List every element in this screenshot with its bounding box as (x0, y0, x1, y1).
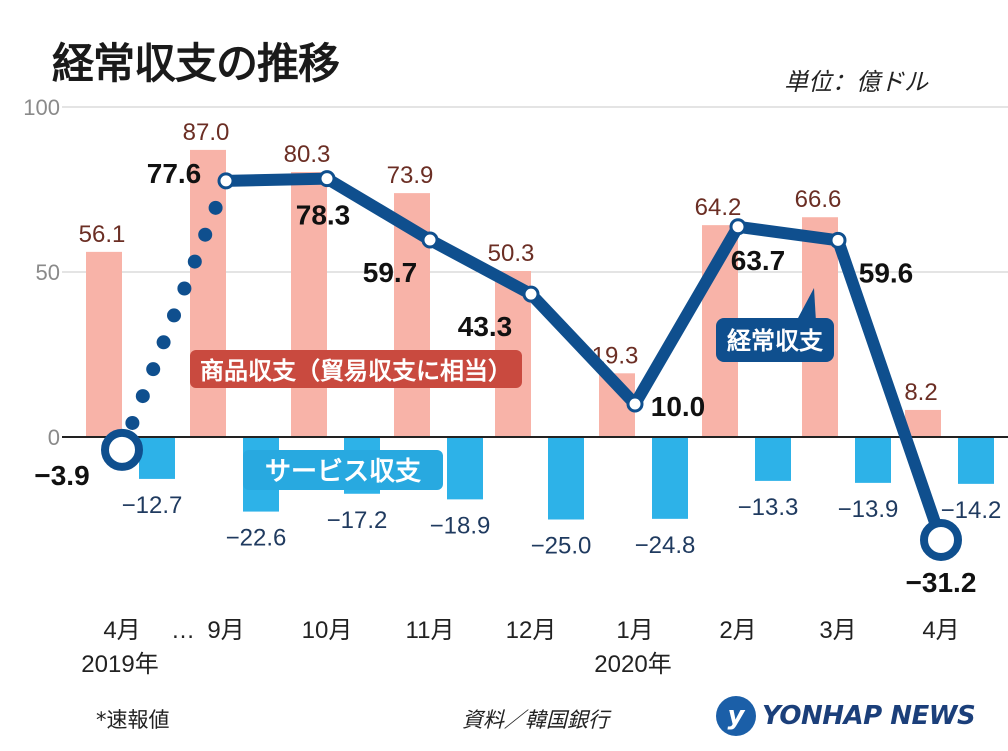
legend-goods-box (190, 350, 522, 388)
yonhap-icon: y (716, 696, 756, 736)
bar-goods (86, 251, 122, 437)
services-value-label: −18.9 (430, 512, 491, 539)
dotted-gap-point (177, 281, 192, 296)
services-value-label: −13.9 (838, 496, 899, 523)
services-value-label: −17.2 (327, 507, 388, 534)
services-value-label: −12.7 (122, 492, 183, 519)
services-value-label: −22.6 (226, 525, 287, 552)
goods-value-label: 8.2 (904, 379, 937, 406)
logo: y YONHAP NEWS (716, 692, 976, 740)
x-year-label: 2019年 (81, 651, 158, 678)
current-value-label: 59.7 (363, 257, 418, 288)
x-gap-marker: … (171, 617, 195, 644)
y-tick-label: 0 (48, 425, 60, 450)
line-point (421, 231, 439, 249)
dotted-gap-point (167, 308, 181, 323)
x-tick-label: 12月 (506, 617, 557, 644)
page-title: 経常収支の推移 (52, 39, 340, 88)
services-value-label: −13.3 (738, 494, 799, 521)
services-value-label: −14.2 (941, 497, 1002, 524)
source-label: 資料／韓国銀行 (462, 708, 609, 732)
dotted-gap-point (208, 200, 223, 215)
bar-services (447, 437, 483, 500)
x-tick-label: 10月 (302, 617, 353, 644)
line-point (318, 170, 336, 188)
current-value-label: 43.3 (458, 311, 513, 342)
footnote: *速報値 (96, 708, 170, 732)
legend-current-box (716, 318, 834, 362)
bar-goods (291, 172, 327, 437)
bar-services (855, 437, 891, 483)
bar-services (755, 437, 791, 481)
goods-value-label: 80.3 (284, 141, 331, 168)
x-tick-label: 2月 (719, 617, 756, 644)
line-point (626, 395, 644, 413)
unit-label: 単位：億ドル (784, 68, 928, 96)
line-point (829, 231, 847, 249)
line-point (920, 518, 962, 561)
current-value-label: 77.6 (147, 158, 202, 189)
bar-services (652, 437, 688, 519)
x-tick-label: 1月 (616, 617, 653, 644)
line-current-account (220, 172, 947, 546)
goods-value-label: 64.2 (695, 194, 742, 221)
current-value-label: 78.3 (296, 200, 351, 231)
goods-value-label: 73.9 (387, 162, 434, 189)
current-value-label: 63.7 (731, 245, 786, 276)
goods-value-label: 50.3 (488, 240, 535, 267)
x-tick-label: 11月 (406, 617, 455, 644)
logo-text: YONHAP NEWS (762, 701, 976, 731)
line-point (729, 218, 747, 236)
y-tick-label: 50 (36, 260, 60, 285)
dotted-gap-point (146, 362, 161, 377)
x-year-label: 2020年 (594, 651, 671, 678)
bar-goods (905, 409, 941, 437)
legend-services-box (243, 450, 443, 490)
line-point (101, 428, 143, 471)
line-point (217, 172, 235, 190)
current-value-label: 59.6 (859, 257, 914, 288)
goods-value-label: 56.1 (79, 221, 126, 248)
legend-services-label: サービス収支 (265, 457, 421, 487)
current-value-label: −31.2 (906, 567, 977, 598)
current-value-label: 10.0 (651, 391, 706, 422)
services-value-label: −25.0 (531, 533, 592, 560)
line-point (522, 285, 540, 303)
services-value-label: −24.8 (635, 532, 696, 559)
dotted-gap-point (187, 254, 202, 269)
dotted-gap-point (156, 335, 171, 350)
bar-services (139, 437, 175, 479)
legend-goods-label: 商品収支（貿易収支に相当） (200, 357, 512, 385)
dotted-gap-point (135, 389, 150, 404)
bar-goods (190, 149, 226, 437)
dotted-gap-point (198, 227, 213, 242)
dotted-gap-point (125, 415, 140, 430)
bar-services (548, 437, 584, 520)
bar-services (958, 437, 994, 484)
legend-current-label: 経常収支 (727, 327, 824, 355)
x-tick-label: 3月 (819, 617, 856, 644)
x-tick-label: 4月 (922, 617, 959, 644)
goods-value-label: 87.0 (183, 119, 230, 146)
x-tick-label: 9月 (207, 617, 244, 644)
y-tick-label: 100 (23, 95, 60, 120)
goods-value-label: 66.6 (795, 186, 842, 213)
current-value-label: −3.9 (34, 460, 89, 491)
x-tick-label: 4月 (103, 617, 140, 644)
legend-current-pointer (798, 288, 816, 322)
